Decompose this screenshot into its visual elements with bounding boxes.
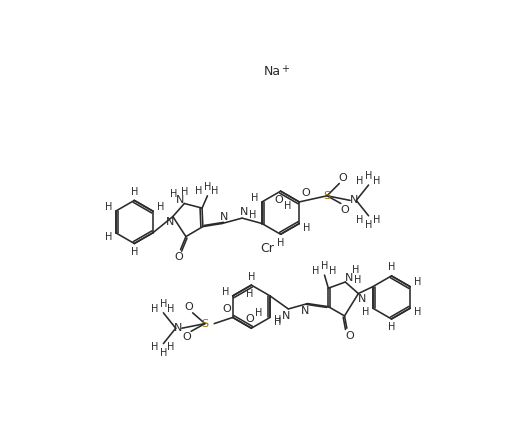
Text: H: H bbox=[182, 187, 189, 197]
Text: O: O bbox=[275, 195, 283, 205]
Text: O: O bbox=[340, 205, 349, 215]
Text: H: H bbox=[222, 286, 229, 297]
Text: H: H bbox=[354, 276, 361, 286]
Text: H: H bbox=[168, 343, 175, 353]
Text: H: H bbox=[365, 220, 372, 230]
Text: H: H bbox=[160, 348, 167, 358]
Text: H: H bbox=[204, 181, 211, 191]
Text: N: N bbox=[174, 323, 182, 333]
Text: H: H bbox=[321, 261, 328, 271]
Text: N: N bbox=[220, 212, 229, 223]
Text: H: H bbox=[157, 202, 164, 212]
Text: H: H bbox=[160, 299, 167, 309]
Text: H: H bbox=[274, 315, 281, 325]
Text: H: H bbox=[277, 238, 284, 248]
Text: H: H bbox=[168, 304, 175, 314]
Text: H: H bbox=[388, 262, 395, 272]
Text: H: H bbox=[365, 171, 372, 181]
Text: H: H bbox=[251, 193, 258, 203]
Text: O: O bbox=[245, 314, 254, 324]
Text: H: H bbox=[151, 304, 159, 314]
Text: H: H bbox=[130, 247, 138, 257]
Text: N: N bbox=[165, 217, 174, 227]
Text: H: H bbox=[151, 343, 159, 353]
Text: O: O bbox=[301, 188, 310, 198]
Text: S: S bbox=[324, 191, 330, 201]
Text: N: N bbox=[345, 273, 353, 283]
Text: Cr: Cr bbox=[260, 242, 274, 255]
Text: H: H bbox=[170, 189, 177, 199]
Text: O: O bbox=[346, 331, 354, 341]
Text: O: O bbox=[184, 302, 193, 312]
Text: H: H bbox=[414, 307, 421, 318]
Text: S: S bbox=[201, 318, 208, 328]
Text: H: H bbox=[211, 186, 219, 196]
Text: H: H bbox=[195, 186, 202, 196]
Text: N: N bbox=[240, 207, 248, 217]
Text: H: H bbox=[373, 176, 381, 186]
Text: H: H bbox=[357, 215, 364, 225]
Text: H: H bbox=[303, 223, 310, 233]
Text: H: H bbox=[274, 317, 281, 327]
Text: H: H bbox=[284, 201, 291, 211]
Text: O: O bbox=[182, 332, 191, 343]
Text: N: N bbox=[358, 294, 366, 304]
Text: H: H bbox=[130, 187, 138, 197]
Text: H: H bbox=[104, 232, 112, 242]
Text: H: H bbox=[373, 215, 381, 225]
Text: H: H bbox=[249, 210, 257, 220]
Text: N: N bbox=[350, 195, 358, 205]
Text: H: H bbox=[352, 265, 360, 276]
Text: H: H bbox=[328, 266, 336, 276]
Text: +: + bbox=[281, 64, 289, 74]
Text: H: H bbox=[104, 202, 112, 212]
Text: Na: Na bbox=[264, 65, 281, 78]
Text: N: N bbox=[176, 194, 185, 205]
Text: N: N bbox=[301, 306, 310, 315]
Text: N: N bbox=[282, 311, 290, 321]
Text: O: O bbox=[222, 304, 231, 314]
Text: H: H bbox=[388, 322, 395, 332]
Text: H: H bbox=[255, 308, 262, 318]
Text: O: O bbox=[338, 173, 347, 183]
Text: H: H bbox=[362, 307, 369, 318]
Text: O: O bbox=[174, 252, 183, 262]
Text: H: H bbox=[246, 290, 254, 299]
Text: H: H bbox=[312, 266, 319, 276]
Text: H: H bbox=[414, 277, 421, 287]
Text: H: H bbox=[357, 176, 364, 186]
Text: H: H bbox=[247, 272, 255, 282]
